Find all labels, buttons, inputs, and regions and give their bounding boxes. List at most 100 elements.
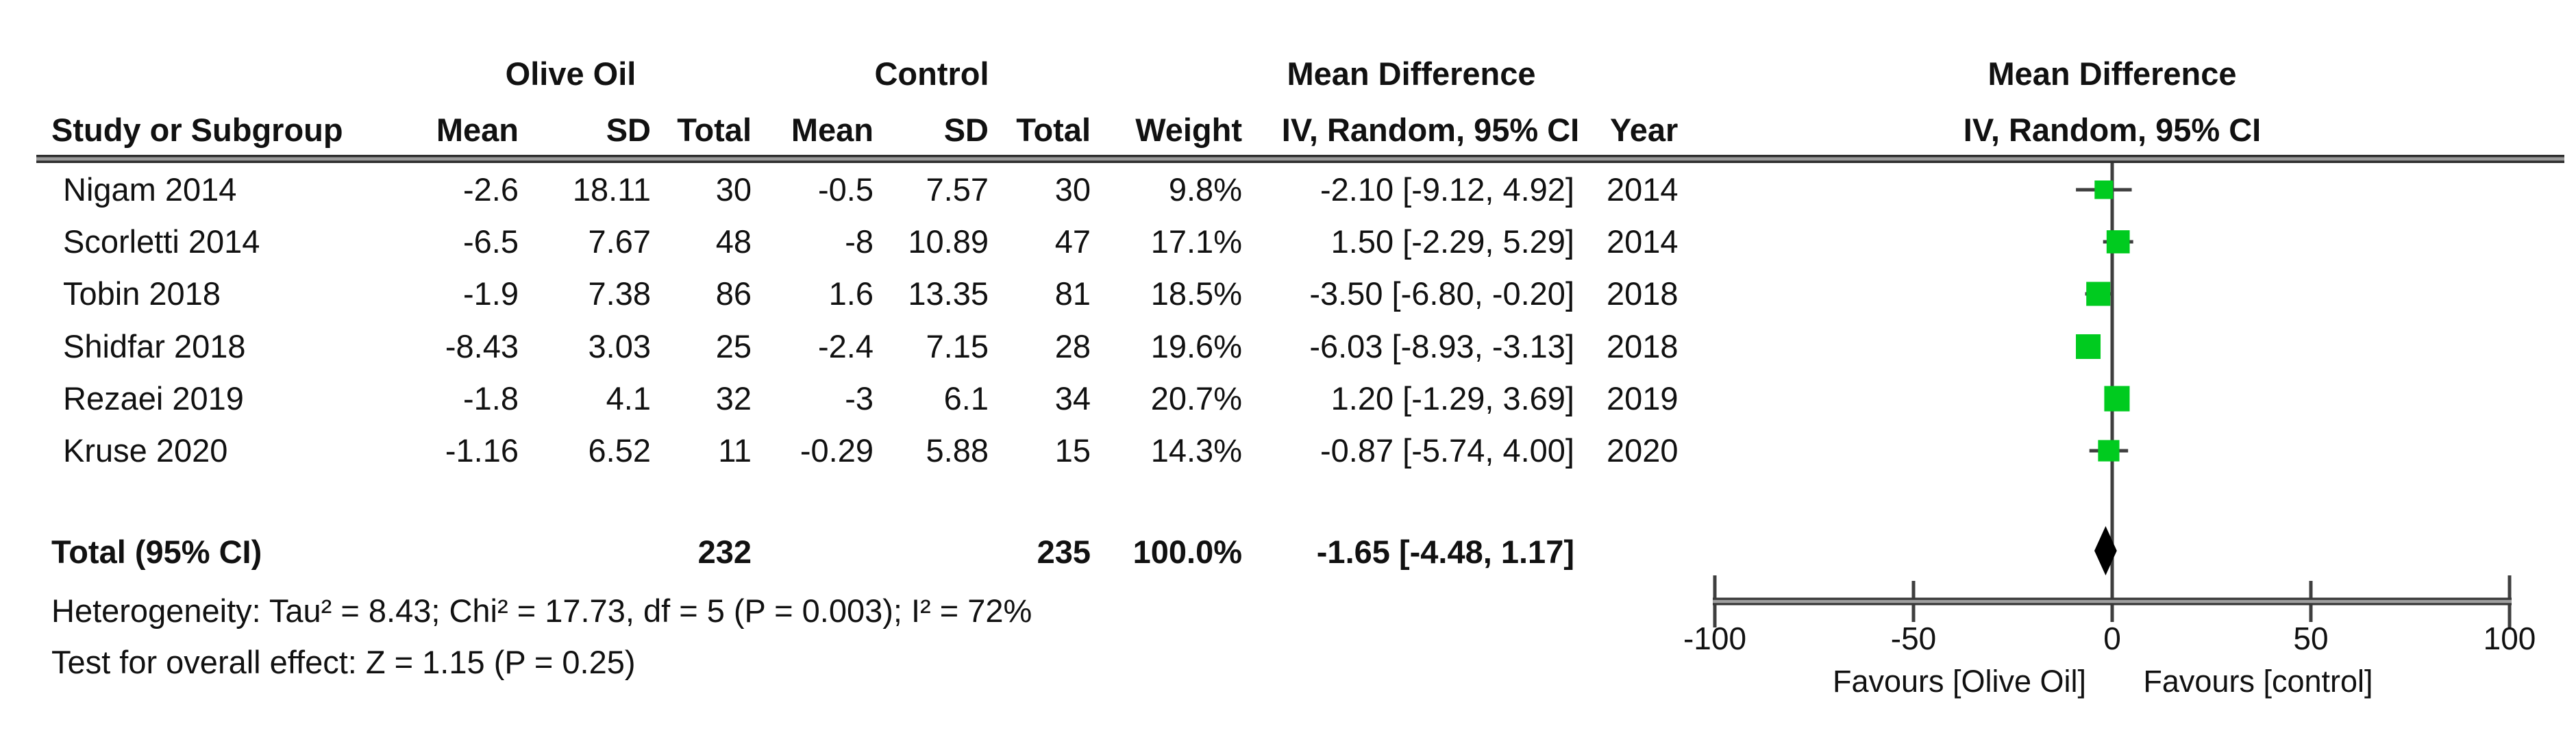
header-separator-rule bbox=[36, 155, 2564, 163]
row-2-c_total: 81 bbox=[1054, 275, 1091, 312]
row-1-ci: 1.50 [-2.29, 5.29] bbox=[1330, 223, 1574, 260]
row-2-c_sd: 13.35 bbox=[908, 275, 989, 312]
row-2-weight: 18.5% bbox=[1150, 275, 1242, 312]
col-header-year: Year bbox=[1610, 112, 1679, 148]
total-ci: -1.65 [-4.48, 1.17] bbox=[1316, 534, 1574, 570]
row-1-weight: 17.1% bbox=[1150, 223, 1242, 260]
row-4-o_total: 32 bbox=[715, 380, 752, 416]
row-5-c_total: 15 bbox=[1054, 432, 1091, 469]
axis-label--100: -100 bbox=[1683, 621, 1746, 656]
heterogeneity-text: Heterogeneity: Tau² = 8.43; Chi² = 17.73… bbox=[51, 593, 1032, 629]
row-0-c_sd: 7.57 bbox=[926, 171, 989, 208]
row-5-study: Kruse 2020 bbox=[63, 432, 228, 469]
row-5-ci: -0.87 [-5.74, 4.00] bbox=[1320, 432, 1574, 469]
overall-effect-text: Test for overall effect: Z = 1.15 (P = 0… bbox=[51, 644, 636, 680]
row-3-o_sd: 3.03 bbox=[588, 328, 651, 364]
row-0-c_total: 30 bbox=[1054, 171, 1091, 208]
axis-label-100: 100 bbox=[2484, 621, 2536, 656]
row-5-c_mean: -0.29 bbox=[800, 432, 874, 469]
row-0-o_sd: 18.11 bbox=[572, 171, 651, 208]
total-row-label: Total (95% CI) bbox=[51, 534, 262, 570]
row-4-study: Rezaei 2019 bbox=[63, 380, 244, 416]
col-header-olive-total: Total bbox=[677, 112, 752, 148]
row-1-o_mean: -6.5 bbox=[463, 223, 519, 260]
row-2-o_mean: -1.9 bbox=[463, 275, 519, 312]
row-4-c_sd: 6.1 bbox=[943, 380, 989, 416]
row-0-c_mean: -0.5 bbox=[818, 171, 874, 208]
row-0-study: Nigam 2014 bbox=[63, 171, 237, 208]
row-1-c_sd: 10.89 bbox=[908, 223, 989, 260]
col-header-olive-mean: Mean bbox=[436, 112, 519, 148]
row-2-ci: -3.50 [-6.80, -0.20] bbox=[1309, 275, 1574, 312]
effect-square-2 bbox=[2086, 282, 2111, 306]
plot-header-ci: IV, Random, 95% CI bbox=[1963, 112, 2262, 148]
row-3-c_mean: -2.4 bbox=[818, 328, 874, 364]
row-4-o_mean: -1.8 bbox=[463, 380, 519, 416]
row-1-study: Scorletti 2014 bbox=[63, 223, 260, 260]
effect-square-4 bbox=[2104, 386, 2130, 412]
row-3-weight: 19.6% bbox=[1150, 328, 1242, 364]
favours-left-label: Favours [Olive Oil] bbox=[1833, 664, 2086, 699]
axis-label-50: 50 bbox=[2293, 621, 2328, 656]
row-3-o_mean: -8.43 bbox=[445, 328, 519, 364]
col-header-study: Study or Subgroup bbox=[51, 112, 343, 148]
axis-label-0: 0 bbox=[2103, 621, 2121, 656]
row-3-o_total: 25 bbox=[715, 328, 752, 364]
row-0-year: 2014 bbox=[1607, 171, 1679, 208]
row-4-ci: 1.20 [-1.29, 3.69] bbox=[1330, 380, 1574, 416]
row-1-o_total: 48 bbox=[715, 223, 752, 260]
col-header-weight: Weight bbox=[1135, 112, 1242, 148]
col-header-olive-sd: SD bbox=[606, 112, 651, 148]
col-header-control-sd: SD bbox=[943, 112, 989, 148]
col-header-control-mean: Mean bbox=[791, 112, 874, 148]
axis-label--50: -50 bbox=[1891, 621, 1936, 656]
group-header-mean-difference: Mean Difference bbox=[1287, 55, 1536, 92]
axis-line-core bbox=[1713, 599, 2512, 603]
row-5-o_sd: 6.52 bbox=[588, 432, 651, 469]
favours-right-label: Favours [control] bbox=[2143, 664, 2373, 699]
row-1-year: 2014 bbox=[1607, 223, 1679, 260]
row-1-c_total: 47 bbox=[1054, 223, 1091, 260]
row-2-c_mean: 1.6 bbox=[828, 275, 874, 312]
row-5-weight: 14.3% bbox=[1150, 432, 1242, 469]
row-2-study: Tobin 2018 bbox=[63, 275, 221, 312]
effect-square-0 bbox=[2094, 180, 2114, 199]
row-4-c_mean: -3 bbox=[845, 380, 874, 416]
row-0-o_total: 30 bbox=[715, 171, 752, 208]
row-3-ci: -6.03 [-8.93, -3.13] bbox=[1309, 328, 1574, 364]
effect-square-1 bbox=[2106, 230, 2130, 253]
row-3-c_sd: 7.15 bbox=[926, 328, 989, 364]
row-5-o_mean: -1.16 bbox=[445, 432, 519, 469]
total-diamond bbox=[2094, 526, 2117, 575]
row-4-year: 2019 bbox=[1607, 380, 1679, 416]
effect-square-5 bbox=[2098, 440, 2120, 462]
row-1-o_sd: 7.67 bbox=[588, 223, 651, 260]
group-header-olive-oil: Olive Oil bbox=[505, 55, 636, 92]
row-0-ci: -2.10 [-9.12, 4.92] bbox=[1320, 171, 1574, 208]
col-header-ci: IV, Random, 95% CI bbox=[1281, 112, 1580, 148]
row-4-weight: 20.7% bbox=[1150, 380, 1242, 416]
row-5-o_total: 11 bbox=[718, 432, 752, 469]
row-4-c_total: 34 bbox=[1054, 380, 1091, 416]
row-2-o_total: 86 bbox=[715, 275, 752, 312]
group-header-control: Control bbox=[874, 55, 989, 92]
zero-line bbox=[2110, 163, 2114, 601]
plot-header-mean-difference: Mean Difference bbox=[1987, 55, 2237, 92]
row-0-o_mean: -2.6 bbox=[463, 171, 519, 208]
row-2-year: 2018 bbox=[1607, 275, 1679, 312]
row-5-c_sd: 5.88 bbox=[926, 432, 989, 469]
row-3-study: Shidfar 2018 bbox=[63, 328, 246, 364]
row-5-year: 2020 bbox=[1607, 432, 1679, 469]
total-olive-n: 232 bbox=[697, 534, 752, 570]
row-0-weight: 9.8% bbox=[1168, 171, 1242, 208]
effect-square-3 bbox=[2076, 334, 2101, 360]
row-3-year: 2018 bbox=[1607, 328, 1679, 364]
row-1-c_mean: -8 bbox=[845, 223, 874, 260]
row-2-o_sd: 7.38 bbox=[588, 275, 651, 312]
row-3-c_total: 28 bbox=[1054, 328, 1091, 364]
col-header-control-total: Total bbox=[1016, 112, 1091, 148]
row-4-o_sd: 4.1 bbox=[606, 380, 651, 416]
total-weight: 100.0% bbox=[1132, 534, 1242, 570]
